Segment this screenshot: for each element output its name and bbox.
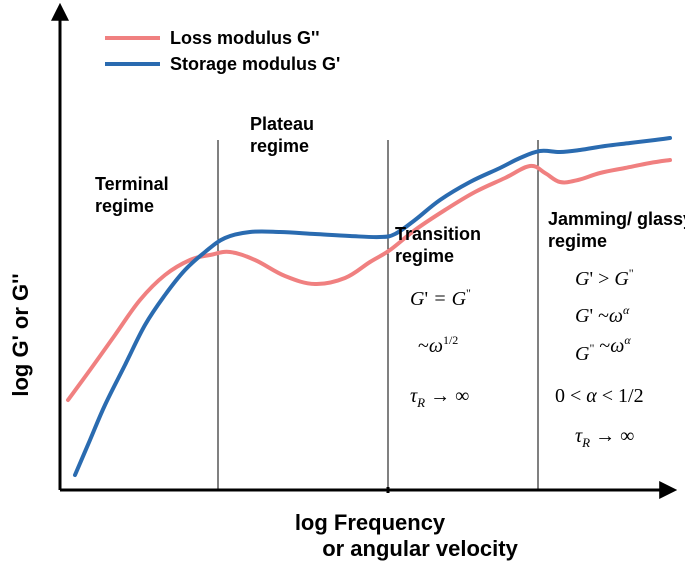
region-label-0-line1: Terminal [95, 174, 169, 194]
math-jamming-1: G' ~ωα [575, 303, 630, 327]
y-axis-label: log G' or G'' [8, 273, 33, 396]
x-axis-label-1: log Frequency [295, 510, 446, 535]
math-transition-1: ~ω1/2 [418, 333, 458, 357]
region-label-2-line2: regime [395, 246, 454, 266]
math-jamming-3: 0 < α < 1/2 [555, 385, 644, 407]
legend-label-0: Loss modulus G'' [170, 28, 320, 48]
math-transition-2: τR → ∞ [410, 385, 469, 410]
modulus-frequency-chart: Loss modulus G'' Storage modulus G' Termin… [0, 0, 685, 577]
math-jamming-4: τR → ∞ [575, 425, 634, 450]
region-label-3-line2: regime [548, 231, 607, 251]
region-label-3-line1: Jamming/ glassy [548, 209, 685, 229]
legend-label-1: Storage modulus G' [170, 54, 340, 74]
math-jamming-0: G' > G" [575, 266, 634, 290]
chart-svg: Loss modulus G'' Storage modulus G' Termin… [0, 0, 685, 577]
region-label-1-line1: Plateau [250, 114, 314, 134]
math-jamming-2: G" ~ωα [575, 333, 631, 365]
x-axis-label-2: or angular velocity [322, 536, 518, 561]
region-label-1-line2: regime [250, 136, 309, 156]
region-label-0-line2: regime [95, 196, 154, 216]
math-transition-0: G' = G" [410, 286, 471, 310]
region-label-2-line1: Transition [395, 224, 481, 244]
